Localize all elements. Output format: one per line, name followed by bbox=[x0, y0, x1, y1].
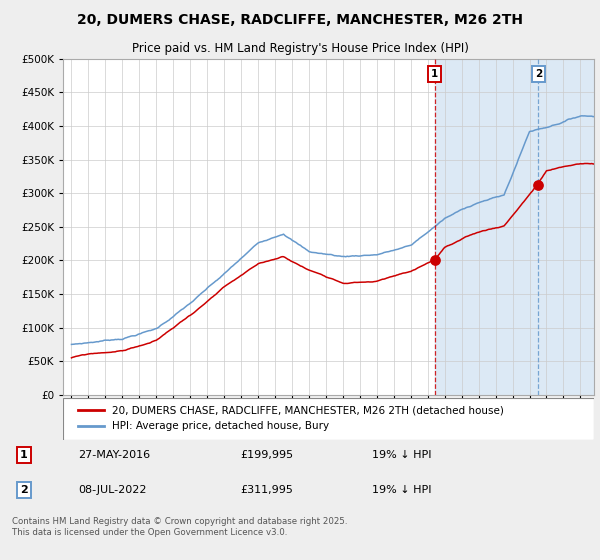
Text: Contains HM Land Registry data © Crown copyright and database right 2025.
This d: Contains HM Land Registry data © Crown c… bbox=[12, 517, 347, 536]
Text: 27-MAY-2016: 27-MAY-2016 bbox=[78, 450, 150, 460]
Text: 19% ↓ HPI: 19% ↓ HPI bbox=[372, 450, 431, 460]
Text: 2: 2 bbox=[535, 69, 542, 79]
Point bbox=[430, 256, 440, 265]
Text: 19% ↓ HPI: 19% ↓ HPI bbox=[372, 485, 431, 495]
Bar bbox=[435, 59, 600, 395]
Point bbox=[533, 181, 543, 190]
Text: 1: 1 bbox=[431, 69, 439, 79]
Text: 1: 1 bbox=[20, 450, 28, 460]
Legend: 20, DUMERS CHASE, RADCLIFFE, MANCHESTER, M26 2TH (detached house), HPI: Average : 20, DUMERS CHASE, RADCLIFFE, MANCHESTER,… bbox=[74, 402, 508, 435]
Text: £311,995: £311,995 bbox=[240, 485, 293, 495]
Text: 2: 2 bbox=[20, 485, 28, 495]
Text: Price paid vs. HM Land Registry's House Price Index (HPI): Price paid vs. HM Land Registry's House … bbox=[131, 43, 469, 55]
Text: 20, DUMERS CHASE, RADCLIFFE, MANCHESTER, M26 2TH: 20, DUMERS CHASE, RADCLIFFE, MANCHESTER,… bbox=[77, 13, 523, 27]
FancyBboxPatch shape bbox=[63, 398, 594, 440]
Text: 08-JUL-2022: 08-JUL-2022 bbox=[78, 485, 146, 495]
Text: £199,995: £199,995 bbox=[240, 450, 293, 460]
